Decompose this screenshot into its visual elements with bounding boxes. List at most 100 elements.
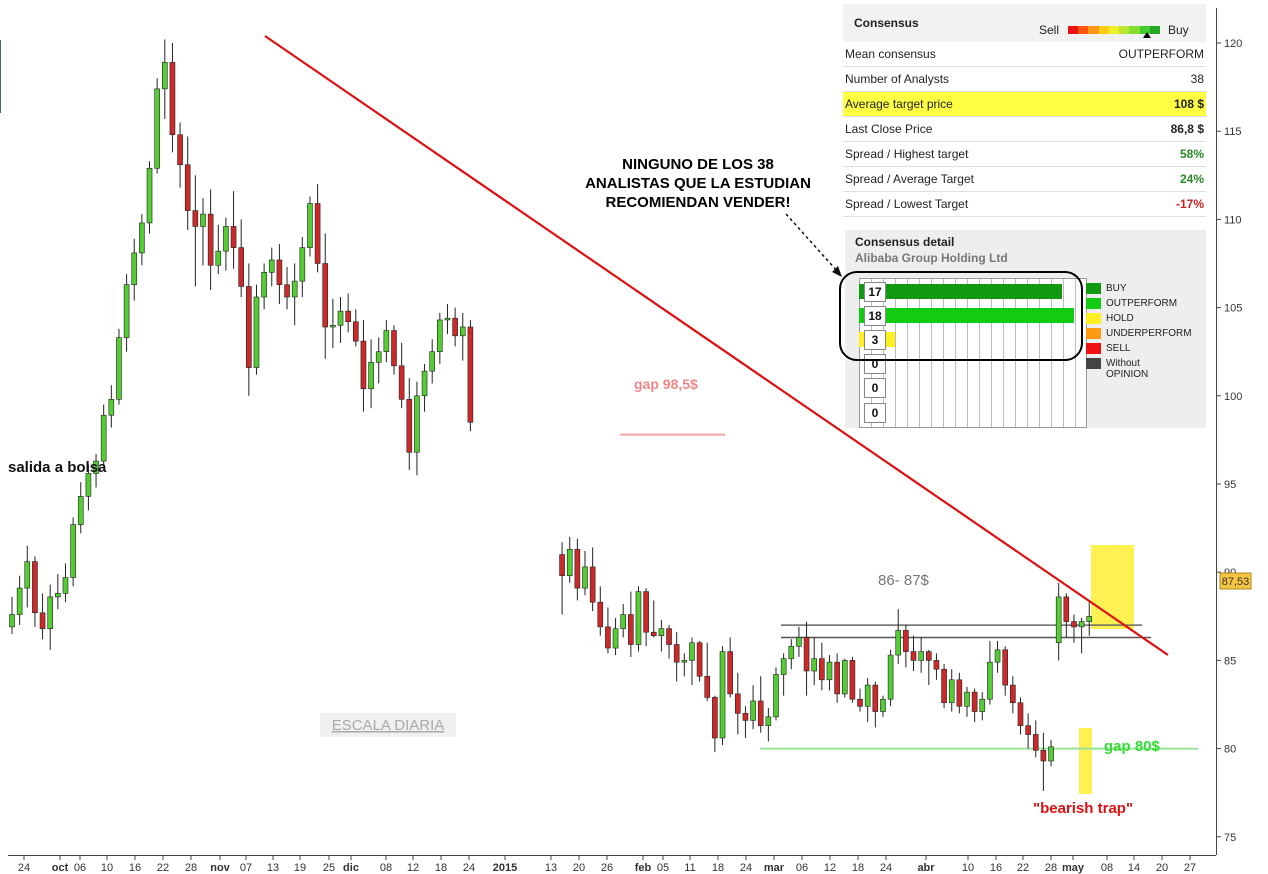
candle: [903, 625, 909, 668]
candle: [696, 640, 703, 682]
y-tick-label: 115: [1224, 126, 1242, 138]
x-tick-label: may: [1062, 862, 1085, 874]
legend-swatch: [1086, 328, 1101, 339]
candle: [933, 653, 940, 680]
candle-body: [689, 642, 695, 661]
candle: [268, 247, 275, 287]
candle: [200, 198, 206, 266]
candle-body: [314, 203, 321, 264]
consensus-row-value: 86,8 $: [1170, 122, 1204, 136]
candle: [100, 404, 107, 467]
candle-body: [192, 210, 199, 227]
legend-swatch: [1086, 298, 1101, 309]
candle-body: [322, 263, 329, 328]
candle: [238, 219, 244, 298]
candle-body: [666, 628, 672, 645]
x-tick-label: dic: [343, 862, 359, 874]
candle: [444, 304, 451, 335]
consensus-row-key: Mean consensus: [845, 47, 936, 61]
consensus-row: Number of Analysts 38: [843, 67, 1206, 92]
candle: [834, 653, 840, 703]
candle-body: [437, 319, 443, 352]
candle-body: [964, 691, 970, 707]
candle-body: [933, 660, 940, 670]
x-tick-label: 13: [545, 862, 557, 874]
legend-swatch: [1086, 283, 1101, 294]
candle-body: [154, 88, 160, 169]
consensus-row-value: 108 $: [1173, 97, 1204, 111]
candlesticks: [9, 39, 1093, 791]
candle-body: [857, 698, 863, 707]
candle-body: [1017, 702, 1024, 726]
x-tick-label: 13: [267, 862, 279, 874]
x-tick-label: 12: [407, 862, 419, 874]
candle: [941, 663, 947, 709]
candle: [1040, 732, 1047, 791]
scale-label: ESCALA DIARIA: [332, 717, 445, 734]
candle: [582, 551, 588, 596]
candle-body: [9, 614, 15, 628]
candle-body: [345, 310, 351, 323]
candle: [337, 297, 344, 343]
candle: [429, 339, 436, 384]
candle-body: [994, 649, 1001, 663]
candle-body: [391, 330, 397, 367]
candle-body: [712, 697, 718, 739]
candle-body: [406, 399, 413, 453]
candle-body: [696, 642, 703, 677]
candle-body: [757, 700, 764, 726]
legend-swatch: [1086, 313, 1101, 324]
y-tick-label: 80: [1224, 744, 1236, 756]
x-tick-label: feb: [635, 862, 652, 874]
candle-body: [780, 658, 787, 675]
last-price-box: [1219, 572, 1252, 590]
x-tick-label: 18: [712, 862, 724, 874]
x-tick-label: 24: [880, 862, 892, 874]
consensus-row: Last Close Price 86,8 $: [843, 117, 1206, 142]
candle: [314, 184, 321, 273]
consensus-rows: Mean consensus OUTPERFORM Number of Analys…: [843, 42, 1206, 217]
candle-body: [773, 674, 779, 718]
consensus-row: Mean consensus OUTPERFORM: [843, 42, 1206, 67]
candle-body: [253, 296, 260, 368]
candle-body: [337, 310, 344, 326]
candle-body: [62, 577, 69, 594]
consensus-row-key: Last Close Price: [845, 122, 933, 136]
candle: [1048, 739, 1054, 767]
candle: [1078, 618, 1085, 654]
candle-body: [582, 566, 588, 589]
candle: [780, 653, 787, 696]
candle-body: [628, 614, 634, 645]
candle-body: [421, 370, 428, 397]
analyst-callout: NINGUNO DE LOS 38 ANALISTAS QUE LA ESTUD…: [568, 155, 828, 212]
candle-body: [1032, 734, 1039, 751]
candle: [742, 706, 749, 739]
y-tick-label: 100: [1224, 391, 1242, 403]
candle: [895, 609, 902, 664]
candle: [1010, 676, 1016, 714]
x-tick-label: 08: [380, 862, 392, 874]
x-tick-label: 26: [601, 862, 613, 874]
candle-body: [32, 561, 38, 614]
x-tick-label: 16: [990, 862, 1002, 874]
candle: [948, 669, 955, 712]
candle: [1086, 602, 1093, 636]
candle: [169, 43, 176, 153]
consensus-detail-panel: Consensus detail Alibaba Group Holding L…: [839, 230, 1206, 428]
candle: [146, 161, 153, 234]
consensus-row-value: OUTPERFORM: [1118, 47, 1204, 61]
candle-body: [658, 628, 665, 637]
candle-body: [765, 716, 772, 726]
detail-company: Alibaba Group Holding Ltd: [855, 251, 1008, 265]
detail-title: Consensus detail: [855, 235, 955, 249]
candle: [719, 646, 726, 746]
candle: [9, 596, 15, 634]
highlight-boxes: [1079, 545, 1134, 794]
candle-body: [184, 164, 191, 211]
candle-body: [307, 203, 313, 248]
candle-body: [987, 661, 993, 700]
candle: [459, 312, 466, 361]
candle-body: [1078, 621, 1085, 628]
x-tick-label: 12: [824, 862, 836, 874]
candle: [93, 454, 99, 488]
